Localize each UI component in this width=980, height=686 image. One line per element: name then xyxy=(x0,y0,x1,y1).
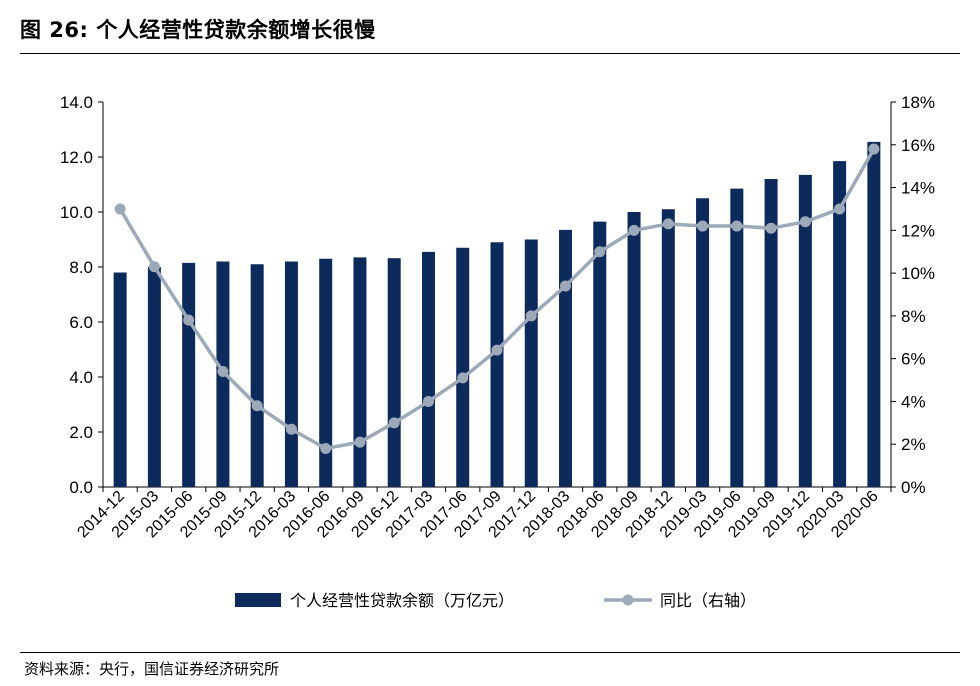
right-tick-label: 0% xyxy=(901,478,926,497)
left-tick-label: 6.0 xyxy=(69,313,93,332)
bar xyxy=(421,251,435,487)
bar xyxy=(387,258,401,487)
yoy-point xyxy=(697,220,709,232)
left-tick-label: 2.0 xyxy=(69,423,93,442)
bar xyxy=(764,179,778,487)
right-tick-label: 6% xyxy=(901,350,926,369)
source-rule xyxy=(20,652,960,653)
legend-line-marker xyxy=(622,594,634,606)
yoy-point xyxy=(285,423,297,435)
right-tick-label: 12% xyxy=(901,221,935,240)
yoy-point xyxy=(594,246,606,258)
yoy-point xyxy=(251,400,263,412)
yoy-point xyxy=(320,443,332,454)
right-tick-label: 10% xyxy=(901,264,935,283)
yoy-point xyxy=(628,224,640,236)
left-tick-label: 4.0 xyxy=(69,368,93,387)
yoy-point xyxy=(114,203,126,215)
left-tick-label: 8.0 xyxy=(69,258,93,277)
yoy-point xyxy=(868,143,880,155)
bar xyxy=(284,261,298,487)
bar xyxy=(524,239,538,487)
bar xyxy=(661,209,675,487)
bar xyxy=(250,264,264,487)
figure-title: 图 26: 个人经营性贷款余额增长很慢 xyxy=(20,18,376,42)
bar xyxy=(833,161,847,487)
left-tick-label: 12.0 xyxy=(60,148,93,167)
bar xyxy=(559,229,573,487)
bar xyxy=(593,221,607,487)
left-tick-label: 0.0 xyxy=(69,478,93,497)
bar xyxy=(147,267,161,487)
yoy-point xyxy=(217,366,229,377)
yoy-point xyxy=(491,344,503,356)
yoy-point xyxy=(148,261,160,273)
right-tick-label: 14% xyxy=(901,179,935,198)
bar xyxy=(730,188,744,487)
right-tick-label: 4% xyxy=(901,392,926,411)
yoy-point xyxy=(422,395,434,407)
yoy-point xyxy=(834,203,846,215)
bar xyxy=(798,174,812,487)
yoy-point xyxy=(525,310,537,322)
left-tick-label: 14.0 xyxy=(60,93,93,112)
legend-line-label: 同比（右轴） xyxy=(660,591,756,610)
yoy-point xyxy=(388,417,400,429)
yoy-point xyxy=(457,372,469,384)
bar xyxy=(319,258,333,487)
bar xyxy=(490,242,504,487)
bar xyxy=(627,212,641,487)
legend-bar-label: 个人经营性贷款余额（万亿元） xyxy=(290,591,514,610)
right-tick-label: 18% xyxy=(901,93,935,112)
yoy-point xyxy=(799,216,811,228)
title-rule xyxy=(20,53,960,54)
bar xyxy=(182,262,196,487)
right-tick-label: 16% xyxy=(901,136,935,155)
bar xyxy=(353,257,367,487)
yoy-point xyxy=(560,280,572,292)
yoy-point xyxy=(662,218,674,230)
source-note: 资料来源：央行，国信证券经济研究所 xyxy=(24,660,280,678)
bar xyxy=(113,272,127,487)
right-tick-label: 8% xyxy=(901,307,926,326)
yoy-point xyxy=(765,222,777,234)
yoy-point xyxy=(354,436,366,448)
bar xyxy=(696,198,710,487)
figure-header: 图 26: 个人经营性贷款余额增长很慢 xyxy=(0,0,980,52)
legend-bar-swatch xyxy=(235,593,281,607)
bar xyxy=(867,141,881,487)
right-tick-label: 2% xyxy=(901,435,926,454)
yoy-point xyxy=(183,314,195,326)
bar xyxy=(456,247,470,487)
left-tick-label: 10.0 xyxy=(60,203,93,222)
yoy-point xyxy=(731,220,743,232)
